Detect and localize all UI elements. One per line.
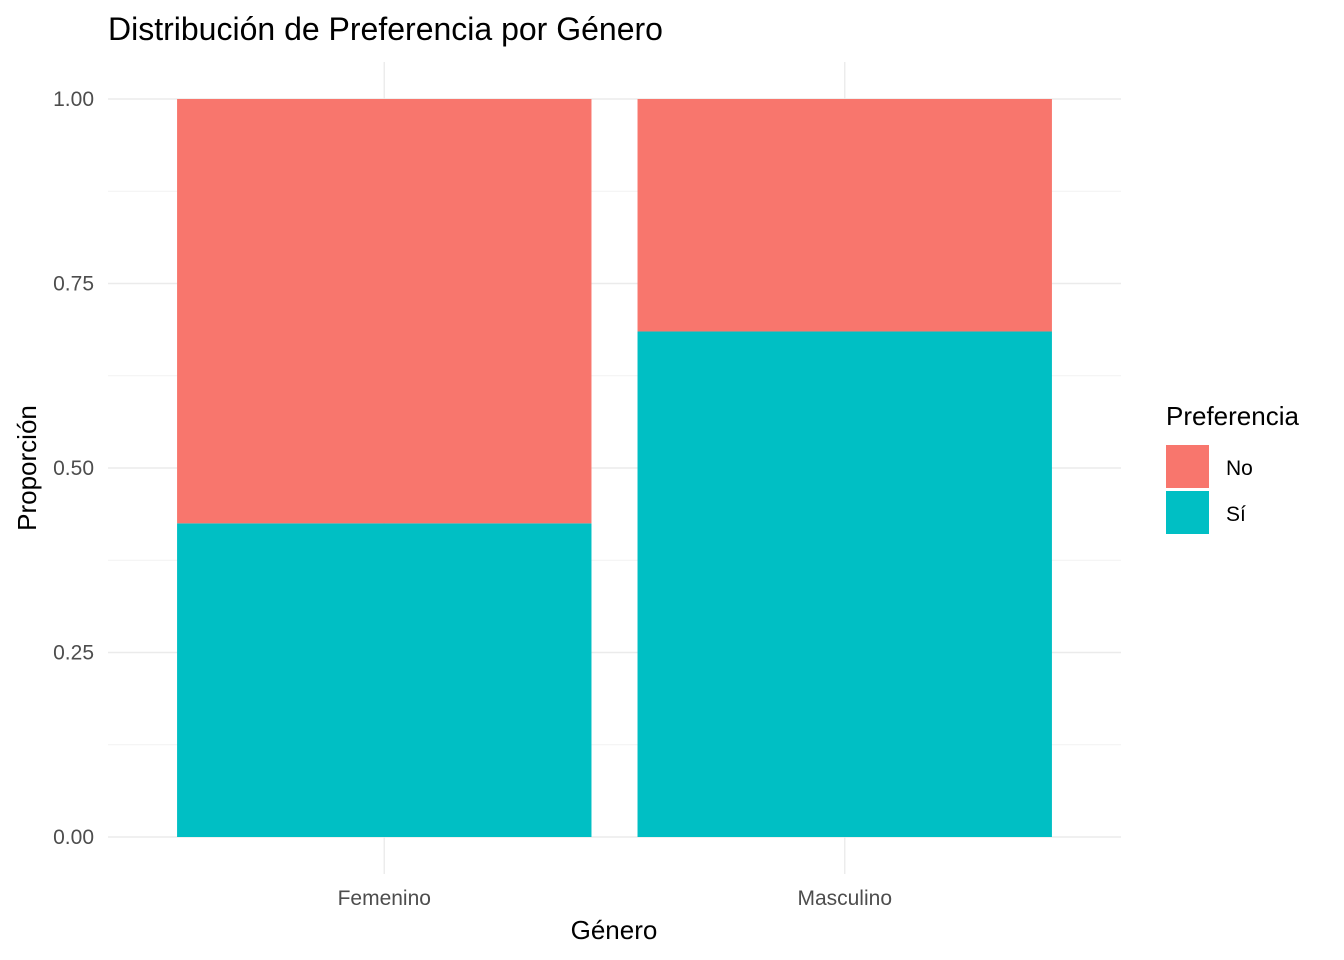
bar-masculino-no	[637, 99, 1052, 332]
bars	[177, 99, 1052, 837]
legend-label: Sí	[1226, 503, 1246, 526]
y-tick-label: 1.00	[53, 88, 94, 111]
y-tick-label: 0.00	[53, 826, 94, 849]
chart-title: Distribución de Preferencia por Género	[108, 11, 663, 47]
x-tick-label: Femenino	[338, 887, 431, 910]
legend: Preferencia No Sí	[1166, 401, 1299, 534]
legend-label: No	[1226, 457, 1253, 480]
bar-femenino-no	[177, 99, 592, 524]
x-tick-label: Masculino	[797, 887, 892, 910]
x-axis-title: Género	[571, 915, 658, 945]
y-axis-ticks: 0.00 0.25 0.50 0.75 1.00	[53, 88, 94, 849]
y-tick-label: 0.75	[53, 273, 94, 296]
legend-key-no	[1166, 445, 1209, 488]
x-axis-ticks: Femenino Masculino	[338, 887, 892, 910]
bar-femenino-si	[177, 523, 592, 837]
y-axis-title: Proporción	[12, 405, 42, 531]
y-tick-label: 0.25	[53, 642, 94, 665]
legend-key-si	[1166, 491, 1209, 534]
legend-title: Preferencia	[1166, 401, 1299, 431]
y-tick-label: 0.50	[53, 457, 94, 480]
bar-masculino-si	[637, 331, 1052, 837]
